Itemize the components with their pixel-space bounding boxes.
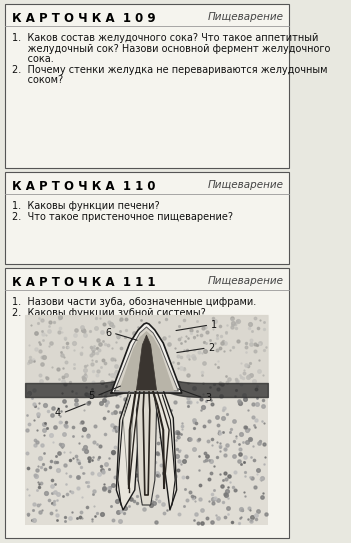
Text: К А Р Т О Ч К А  1 0 9: К А Р Т О Ч К А 1 0 9: [12, 12, 155, 25]
Text: 2.  Каковы функции зубной системы?: 2. Каковы функции зубной системы?: [12, 307, 205, 318]
Text: 1.  Каков состав желудочного сока? Что такое аппетитный: 1. Каков состав желудочного сока? Что та…: [12, 33, 318, 43]
Text: 6: 6: [105, 328, 111, 338]
Polygon shape: [115, 327, 178, 391]
Text: Пищеварение: Пищеварение: [208, 276, 284, 286]
Polygon shape: [137, 335, 157, 390]
Text: 1: 1: [211, 320, 217, 330]
Text: 1.  Назови части зуба, обозначенные цифрами.: 1. Назови части зуба, обозначенные цифра…: [12, 297, 256, 307]
Text: К А Р Т О Ч К А  1 1 1: К А Р Т О Ч К А 1 1 1: [12, 276, 155, 289]
Text: К А Р Т О Ч К А  1 1 0: К А Р Т О Ч К А 1 1 0: [12, 180, 155, 193]
Polygon shape: [137, 390, 157, 505]
Polygon shape: [152, 390, 177, 510]
Text: 5: 5: [88, 391, 94, 401]
Text: 1.  Каковы функции печени?: 1. Каковы функции печени?: [12, 201, 159, 211]
Text: соком?: соком?: [12, 75, 63, 85]
FancyBboxPatch shape: [5, 172, 289, 264]
Text: желудочный сок? Назови основной фермент желудочного: желудочный сок? Назови основной фермент …: [12, 43, 330, 54]
FancyBboxPatch shape: [25, 315, 268, 525]
Polygon shape: [111, 323, 181, 393]
Polygon shape: [116, 390, 141, 510]
Polygon shape: [119, 331, 174, 391]
Text: 2.  Почему стенки желудка не перевариваются желудочным: 2. Почему стенки желудка не переваривают…: [12, 65, 327, 74]
Text: 3: 3: [205, 393, 211, 403]
FancyBboxPatch shape: [5, 4, 289, 168]
Text: 2.  Что такое пристеночное пищеварение?: 2. Что такое пристеночное пищеварение?: [12, 212, 233, 222]
Text: 4: 4: [54, 408, 60, 418]
Text: сока.: сока.: [12, 54, 53, 64]
Text: Пищеварение: Пищеварение: [208, 12, 284, 22]
FancyBboxPatch shape: [5, 268, 289, 538]
Text: Пищеварение: Пищеварение: [208, 180, 284, 190]
Text: 2: 2: [208, 343, 215, 353]
